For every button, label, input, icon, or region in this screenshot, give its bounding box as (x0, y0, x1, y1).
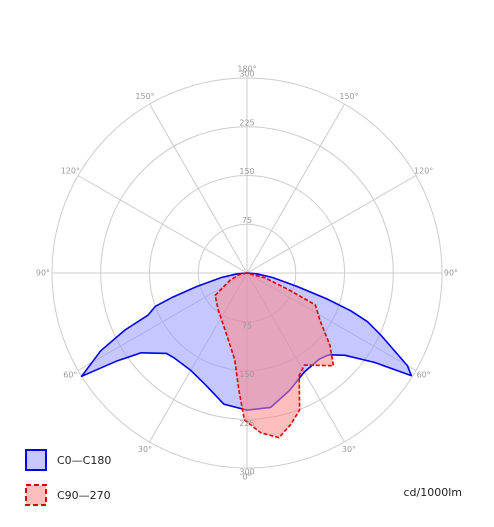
legend-swatch (25, 449, 47, 471)
angle-tick-label: 30° (138, 445, 152, 454)
radial-tick-label: 300 (239, 70, 254, 79)
radial-tick-label: 150 (239, 167, 254, 176)
radial-tick-label: 75 (242, 216, 252, 225)
angle-tick-label: 0° (242, 473, 251, 482)
radial-tick-label: 225 (239, 419, 254, 428)
legend-swatch (25, 484, 47, 506)
radial-tick-label: 225 (239, 118, 254, 127)
grid-spoke (246, 103, 345, 274)
radial-tick-label: 300 (239, 468, 254, 477)
angle-tick-label: 120° (61, 167, 80, 176)
angle-tick-label: 150° (135, 92, 154, 101)
grid-spoke (246, 175, 417, 274)
angle-tick-label: 90° (444, 269, 458, 278)
angle-tick-label: 90° (36, 269, 50, 278)
radial-tick-label: 150 (239, 370, 254, 379)
unit-label: cd/1000lm (403, 486, 462, 499)
legend-label: C0—C180 (57, 454, 111, 467)
angle-tick-label: 60° (63, 371, 77, 380)
legend-label: C90—270 (57, 489, 111, 502)
angle-tick-label: 150° (339, 92, 358, 101)
series-area (214, 272, 335, 439)
angle-tick-label: 180° (237, 65, 256, 74)
grid-spoke (77, 175, 248, 274)
angle-tick-label: 120° (414, 167, 433, 176)
radial-tick-label: 75 (242, 321, 252, 330)
angle-tick-label: 30° (342, 445, 356, 454)
grid-spoke (149, 103, 248, 274)
angle-tick-label: 60° (417, 371, 431, 380)
